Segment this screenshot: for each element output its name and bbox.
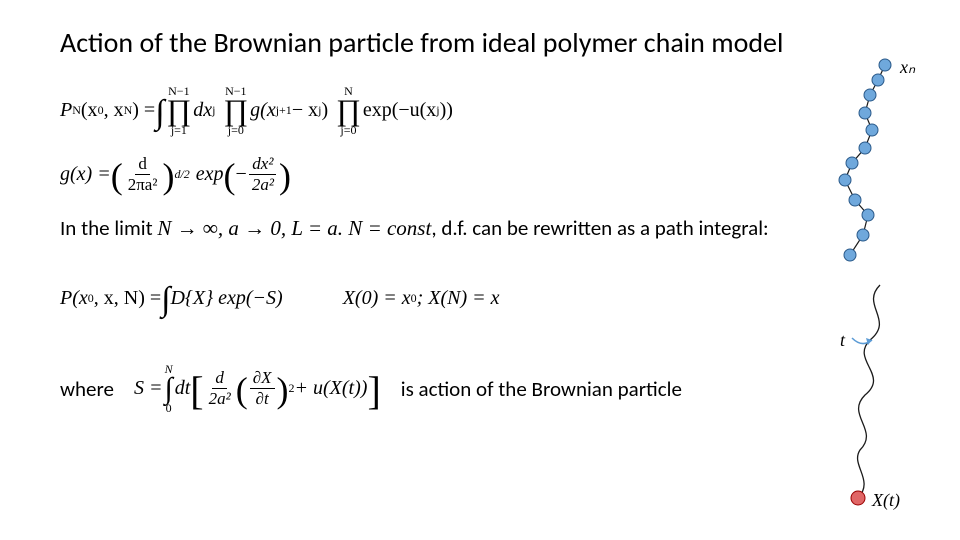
limit-text: In the limit N → ∞, a → 0, L = a. N = co… xyxy=(60,215,900,241)
slide-title: Action of the Brownian particle from ide… xyxy=(60,25,900,60)
polymer-chain-diagram: xₙ xyxy=(800,55,930,265)
where-label: where xyxy=(60,376,114,402)
eq-pn: PN(x0, xN) = ∫ N−1∏j=1 dxj N−1∏j=0 g(xj+… xyxy=(60,85,900,136)
action-trail-label: is action of the Brownian particle xyxy=(401,376,682,402)
t-label: t xyxy=(840,330,845,351)
brownian-path-diagram: t X(t) xyxy=(800,280,930,515)
xn-label: xₙ xyxy=(900,57,915,78)
eq-path-integral: P(x0, x, N) = ∫ D{X} exp(−S) xyxy=(60,279,283,317)
Xt-label: X(t) xyxy=(872,490,900,511)
eq-action: S = N∫0 dt [ d2a² ( ∂X∂t ) 2 + u(X(t)) ] xyxy=(134,363,381,414)
eq-g: g(x) = ( d2πa² ) d/2 exp ( − dx²2a² ) xyxy=(60,154,900,195)
eq-boundary-conditions: X(0) = x0; X(N) = x xyxy=(343,287,500,310)
